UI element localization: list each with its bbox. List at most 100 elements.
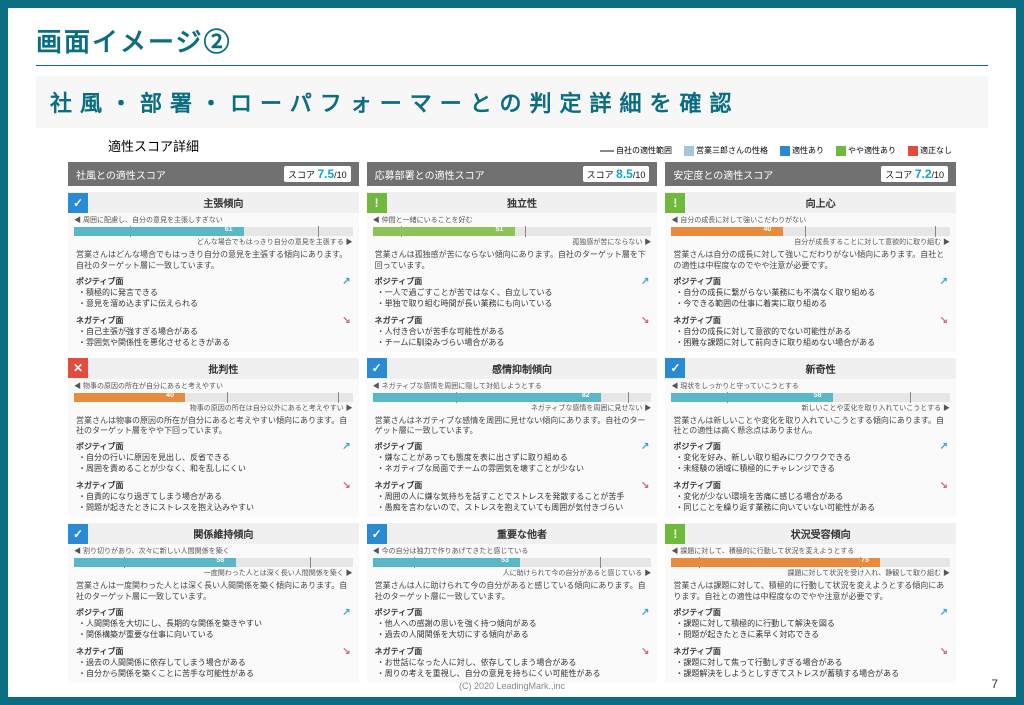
negative-block: ネガティブ面↘ 周囲の人に嫌な気持ちを話すことでストレスを発散することが苦手愚痴… [367,478,658,517]
positive-item: 人間関係を大切にし、長期的な関係を築きやすい [78,618,351,629]
fit-badge: ! [367,193,387,213]
scale-right: 課題に対して状況を受け入れ、静観して取り組む ▶ [787,568,950,578]
score-bar: 40 [671,227,950,236]
scale-right: 物事の原因の所在は自分以外にあると考えやすい ▶ [190,403,353,413]
negative-block: ネガティブ面↘ お世話になった人に対し、依存してしまう場合がある周りの考えを重視… [367,644,658,683]
score-column: 社風との適性スコア スコア 7.5/10 ✓ 主張傾向 ◀ 周囲に配慮し、自分の… [68,162,359,683]
scale-left: ◀ 周囲に配慮し、自分の意見を主張しすぎない [74,215,223,225]
scale-left: ◀ 今の自分は独力で作りあげてきたと感じている [373,546,529,556]
fit-badge: ! [665,193,685,213]
negative-block: ネガティブ面↘ 変化が少ない環境を苦痛に感じる場合がある同じことを繰り返す業務に… [665,478,956,517]
positive-block: ポジティブ面↗ 他人への感謝の思いを強く持つ傾向がある過去の人間関係を大切にする… [367,605,658,644]
trait-desc: 営業さんは一度関わった人とは深く長い人間関係を築く傾向にあります。自社のターゲッ… [68,578,359,605]
trait-desc: 営業さんは物事の原因の所在が自分にあると考えやすい傾向にあります。自社のターゲッ… [68,413,359,440]
score-column: 安定度との適性スコア スコア 7.2/10 ! 向上心 ◀ 自分の成長に対して強… [665,162,956,683]
score-header-label: 安定度との適性スコア [673,167,773,182]
scale-left: ◀ 自分の成長に対して強いこだわりがない [671,215,806,225]
score-bar: 58 [671,393,950,402]
page-number: 7 [991,677,998,691]
legend: 自社の適性範囲 営業三郎さんの性格 適性あり やや適性あり 適正なし [68,145,952,156]
fit-badge: ✓ [367,358,387,378]
positive-item: 自分の行いに原因を見出し、反省できる [78,452,351,463]
trait-card: ✓ 重要な他者 ◀ 今の自分は独力で作りあげてきたと感じている 53 人に助けら… [367,523,658,683]
positive-item: 自分の成長に繋がらない業務にも不満なく取り組める [675,287,948,298]
trait-name: 感情抑制傾向 [387,358,658,379]
positive-item: 意見を溜め込まずに伝えられる [78,298,351,309]
fit-badge: ✕ [68,358,88,378]
score-header: 安定度との適性スコア スコア 7.2/10 [665,162,956,186]
subtitle-band: 社風・部署・ローパフォーマーとの判定詳細を確認 [36,76,988,128]
trait-name: 新奇性 [685,358,956,379]
negative-item: お世話になった人に対し、依存してしまう場合がある [377,657,650,668]
trait-card: ✕ 批判性 ◀ 物事の原因の所在が自分にあると考えやすい 40 物事の原因の所在… [68,358,359,518]
detail-panel: 適性スコア詳細 自社の適性範囲 営業三郎さんの性格 適性あり やや適性あり 適正… [68,136,956,683]
negative-block: ネガティブ面↘ 自責的になり過ぎてしまう場合がある問題が起きたときにストレスを抱… [68,478,359,517]
trait-name: 重要な他者 [387,523,658,544]
trait-desc: 営業さんは孤独感が苦にならない傾向にあります。自社のターゲット層を下回っています… [367,247,658,274]
trait-name: 関係維持傾向 [88,523,359,544]
negative-item: 周りの考えを重視し、自分の意見を持ちにくい可能性がある [377,668,650,679]
positive-block: ポジティブ面↗ 自分の成長に繋がらない業務にも不満なく取り組める今できる範囲の仕… [665,274,956,313]
trait-card: ✓ 主張傾向 ◀ 周囲に配慮し、自分の意見を主張しすぎない 61 どんな場合でも… [68,192,359,352]
positive-item: 他人への感謝の思いを強く持つ傾向がある [377,618,650,629]
negative-item: 同じことを繰り返す業務に向いていない可能性がある [675,502,948,513]
positive-item: 周囲を責めることが少なく、和を乱しにくい [78,463,351,474]
positive-block: ポジティブ面↗ 自分の行いに原因を見出し、反省できる周囲を責めることが少なく、和… [68,439,359,478]
score-header: 応募部署との適性スコア スコア 8.5/10 [367,162,658,186]
positive-item: 未経験の領域に積極的にチャレンジできる [675,463,948,474]
trait-card: ! 状況受容傾向 ◀ 課題に対して、積極的に行動して状況を変えようとする 75 … [665,523,956,683]
scale-left: ◀ 現状をしっかりと守っていこうとする [671,381,798,391]
score-bar: 75 [671,558,950,567]
positive-block: ポジティブ面↗ 積極的に発言できる意見を溜め込まずに伝えられる [68,274,359,313]
score-bar: 58 [74,558,353,567]
positive-item: 過去の人間関係を大切にする傾向がある [377,629,650,640]
scale-right: 人に助けられて今の自分があると感じている ▶ [503,568,652,578]
score-header-label: 社風との適性スコア [76,167,166,182]
scale-left: ◀ 物事の原因の所在が自分にあると考えやすい [74,381,223,391]
score-bar: 82 [373,393,652,402]
scale-right: 一度関わった人とは深く長い人間関係を築く ▶ [204,568,353,578]
score-column: 応募部署との適性スコア スコア 8.5/10 ! 独立性 ◀ 仲間と一緒にいるこ… [367,162,658,683]
positive-item: 今できる範囲の仕事に着実に取り組める [675,298,948,309]
negative-item: 雰囲気や関係性を悪化させるときがある [78,337,351,348]
scale-right: 新しいことや変化を取り入れていこうとする ▶ [801,403,950,413]
negative-item: 困難な課題に対して前向きに取り組めない場合がある [675,337,948,348]
positive-block: ポジティブ面↗ 嫌なことがあっても態度を表に出さずに取り組めるネガティブな局面で… [367,439,658,478]
negative-block: ネガティブ面↘ 人付き合いが苦手な可能性があるチームに馴染みづらい場合がある [367,313,658,352]
scale-left: ◀ 課題に対して、積極的に行動して状況を変えようとする [671,546,854,556]
trait-desc: 営業さんはネガティブな感情を周囲に見せない傾向にあります。自社のターゲット層に一… [367,413,658,440]
positive-item: ネガティブな局面でチームの雰囲気を壊すことが少ない [377,463,650,474]
positive-item: 変化を好み、新しい取り組みにワクワクできる [675,452,948,463]
fit-badge: ✓ [665,358,685,378]
trait-desc: 営業さんは新しいことや変化を取り入れていこうとする傾向にあります。自社との適性は… [665,413,956,440]
negative-item: 過去の人間関係に依存してしまう場合がある [78,657,351,668]
negative-block: ネガティブ面↘ 自分の成長に対して意欲的でない可能性がある困難な課題に対して前向… [665,313,956,352]
negative-item: 問題が起きたときにストレスを抱え込みやすい [78,502,351,513]
positive-item: 課題に対して積極的に行動して解決を図る [675,618,948,629]
slide-title: 画面イメージ② [8,8,1016,65]
trait-name: 向上心 [685,192,956,213]
scale-right: ネガティブな感情を周囲に見せない ▶ [531,403,652,413]
trait-name: 独立性 [387,192,658,213]
trait-name: 状況受容傾向 [685,523,956,544]
negative-item: 愚痴を言わないので、ストレスを抱えていても周囲が気付きづらい [377,502,650,513]
positive-block: ポジティブ面↗ 変化を好み、新しい取り組みにワクワクできる未経験の領域に積極的に… [665,439,956,478]
score-value: スコア 7.5/10 [284,166,351,182]
negative-item: 自己主張が強すぎる場合がある [78,326,351,337]
positive-item: 積極的に発言できる [78,287,351,298]
negative-item: 変化が少ない環境を苦痛に感じる場合がある [675,491,948,502]
trait-name: 主張傾向 [88,192,359,213]
title-rule [36,65,988,66]
trait-name: 批判性 [88,358,359,379]
trait-card: ✓ 関係維持傾向 ◀ 割り切りがあり、次々に新しい人間関係を築く 58 一度関わ… [68,523,359,683]
score-grid: 社風との適性スコア スコア 7.5/10 ✓ 主張傾向 ◀ 周囲に配慮し、自分の… [68,162,956,683]
trait-card: ✓ 感情抑制傾向 ◀ ネガティブな感情を周囲に隠して対処しようとする 82 ネガ… [367,358,658,518]
negative-item: 自責的になり過ぎてしまう場合がある [78,491,351,502]
scale-left: ◀ 割り切りがあり、次々に新しい人間関係を築く [74,546,230,556]
score-bar: 51 [373,227,652,236]
fit-badge: ✓ [68,193,88,213]
positive-item: 単独で取り組む時間が長い業務にも向いている [377,298,650,309]
score-header-label: 応募部署との適性スコア [375,167,485,182]
positive-item: 一人で過ごすことが苦ではなく、自立している [377,287,650,298]
score-header: 社風との適性スコア スコア 7.5/10 [68,162,359,186]
